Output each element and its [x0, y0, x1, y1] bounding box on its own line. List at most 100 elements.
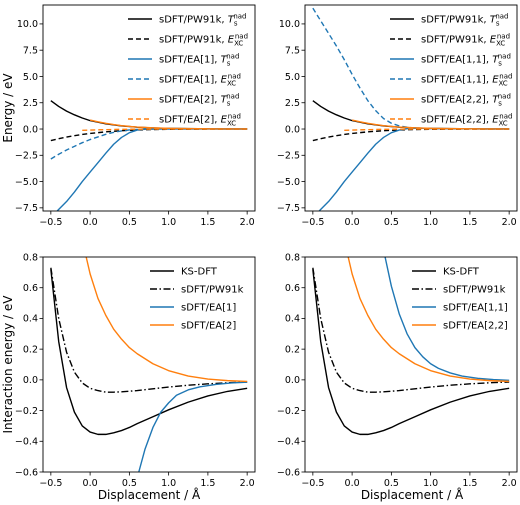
y-tick-label: −2.5 [15, 151, 38, 162]
y-tick-label: 10.0 [279, 19, 300, 30]
y-tick-label: 0.4 [285, 314, 300, 325]
y-tick-label: 0.8 [23, 252, 38, 263]
legend-label: sDFT/EA[2], Tsnad [159, 93, 239, 108]
series-line-5 [351, 119, 510, 130]
x-tick-label: 0.5 [384, 478, 399, 489]
legend-label: KS-DFT [443, 267, 480, 278]
y-tick-label: −0.6 [15, 467, 38, 478]
series-line-2 [312, 267, 510, 393]
x-tick-label: 2.0 [240, 217, 255, 228]
legend-label: sDFT/EA[1], Tsnad [159, 53, 239, 68]
x-tick-label: 1.5 [462, 217, 477, 228]
series-line-6 [344, 128, 510, 131]
y-tick-label: −0.4 [15, 437, 38, 448]
y-tick-label: −7.5 [277, 203, 300, 214]
series-line-2 [50, 128, 248, 142]
y-tick-label: 2.5 [23, 98, 38, 109]
legend-label: sDFT/PW91k [181, 285, 244, 296]
x-tick-label: 1.0 [423, 478, 438, 489]
y-tick-label: 5.0 [285, 72, 300, 83]
x-tick-label: −0.5 [39, 217, 62, 228]
x-tick-label: 0.0 [83, 478, 98, 489]
y-tick-label: 7.5 [285, 45, 300, 56]
legend-label: sDFT/EA[1,1], Tsnad [421, 53, 511, 68]
legend-label: sDFT/EA[2] [181, 321, 236, 332]
y-tick-label: −5.0 [277, 177, 300, 188]
series-line-6 [82, 128, 248, 131]
y-tick-label: 0.2 [23, 344, 38, 355]
series-line-1 [50, 269, 248, 436]
y-tick-label: 2.5 [285, 98, 300, 109]
x-tick-label: 0.0 [345, 478, 360, 489]
legend-label: sDFT/EA[1,1], EXCnad [421, 73, 512, 88]
panel-1: −0.5 0.0 0.5 1.0 1.5 2.0 −7.5 −5.0 −2.5 0.0 2.5 5.0… [1, 4, 256, 228]
x-axis-title-right: Displacement / Å [361, 487, 464, 502]
legend-label: sDFT/PW91k, EXCnad [421, 33, 510, 48]
legend-label: sDFT/EA[2,2], EXCnad [421, 113, 512, 128]
axes-frame [304, 4, 518, 212]
y-tick-label: −5.0 [15, 177, 38, 188]
y-tick-label: 0.6 [23, 283, 38, 294]
legend: sDFT/PW91k, Tsnad sDFT/PW91k, EXCnad sDFT/… [390, 13, 512, 128]
x-tick-label: 1.5 [200, 478, 215, 489]
x-tick-label: 1.0 [161, 217, 176, 228]
x-tick-label: −0.5 [301, 478, 324, 489]
y-tick-label: 0.2 [285, 344, 300, 355]
panel-2: −0.5 0.0 0.5 1.0 1.5 2.0 −7.5 −5.0 −2.5 0.0 2.5 5.0… [277, 4, 518, 228]
y-tick-label: −0.6 [277, 467, 300, 478]
x-tick-label: 2.0 [502, 217, 517, 228]
axes-frame [42, 256, 256, 473]
x-tick-label: 2.0 [240, 478, 255, 489]
y-tick-label: −7.5 [15, 203, 38, 214]
y-tick-label: 0.6 [285, 283, 300, 294]
y-axis-title: Energy / eV [1, 73, 15, 143]
y-tick-label: 0.8 [285, 252, 300, 263]
y-axis-title: Interaction energy / eV [1, 295, 15, 434]
x-tick-label: 0.5 [384, 217, 399, 228]
y-tick-label: 7.5 [23, 45, 38, 56]
x-tick-label: 1.0 [423, 217, 438, 228]
legend-label: sDFT/EA[1,1] [443, 303, 508, 314]
series-line-4 [347, 257, 510, 383]
legend-label: sDFT/EA[1] [181, 303, 236, 314]
legend-label: sDFT/PW91k, Tsnad [159, 13, 247, 28]
y-tick-label: 0.0 [23, 124, 38, 135]
x-tick-label: 0.0 [345, 217, 360, 228]
series-group [312, 7, 510, 211]
y-tick-label: −0.2 [15, 406, 38, 417]
series-line-3 [384, 257, 510, 382]
y-tick-label: 0.0 [285, 124, 300, 135]
legend-label: sDFT/EA[2,2] [443, 321, 508, 332]
legend: KS-DFT sDFT/PW91k sDFT/EA[1,1] sDFT/EA[2,2] [412, 267, 508, 332]
x-tick-label: 0.5 [122, 478, 137, 489]
legend-label: sDFT/EA[1], EXCnad [159, 73, 241, 88]
panel-3: −0.5 0.0 0.5 1.0 1.5 2.0 −0.6 −0.4 −0.2 0.0 0.2 0.4… [1, 252, 256, 489]
y-tick-label: −0.2 [277, 406, 300, 417]
x-tick-label: 1.5 [200, 217, 215, 228]
legend: sDFT/PW91k, Tsnad sDFT/PW91k, EXCnad sDFT/… [128, 13, 248, 128]
series-line-2 [50, 267, 248, 393]
x-axis-title-left: Displacement / Å [98, 487, 201, 502]
x-tick-label: 0.0 [83, 217, 98, 228]
panel-4: −0.5 0.0 0.5 1.0 1.5 2.0 −0.6 −0.4 −0.2 0.0 0.2 0.4… [277, 252, 518, 489]
legend-label: sDFT/PW91k, Tsnad [421, 13, 509, 28]
legend-label: sDFT/EA[2], EXCnad [159, 113, 241, 128]
x-tick-label: 0.5 [122, 217, 137, 228]
series-line-4 [85, 257, 248, 383]
y-tick-label: −0.4 [277, 437, 300, 448]
x-tick-label: −0.5 [301, 217, 324, 228]
series-line-2 [312, 128, 510, 142]
series-group [312, 257, 510, 436]
series-group [50, 257, 248, 472]
series-group [50, 100, 248, 211]
series-line-5 [89, 119, 248, 130]
axes-frame [304, 256, 518, 473]
legend: KS-DFT sDFT/PW91k sDFT/EA[1] sDFT/EA[2] [150, 267, 244, 332]
y-tick-label: −2.5 [277, 151, 300, 162]
y-tick-label: 0.0 [23, 375, 38, 386]
x-tick-label: 1.0 [161, 478, 176, 489]
legend-label: sDFT/PW91k, EXCnad [159, 33, 248, 48]
x-tick-label: 1.5 [462, 478, 477, 489]
